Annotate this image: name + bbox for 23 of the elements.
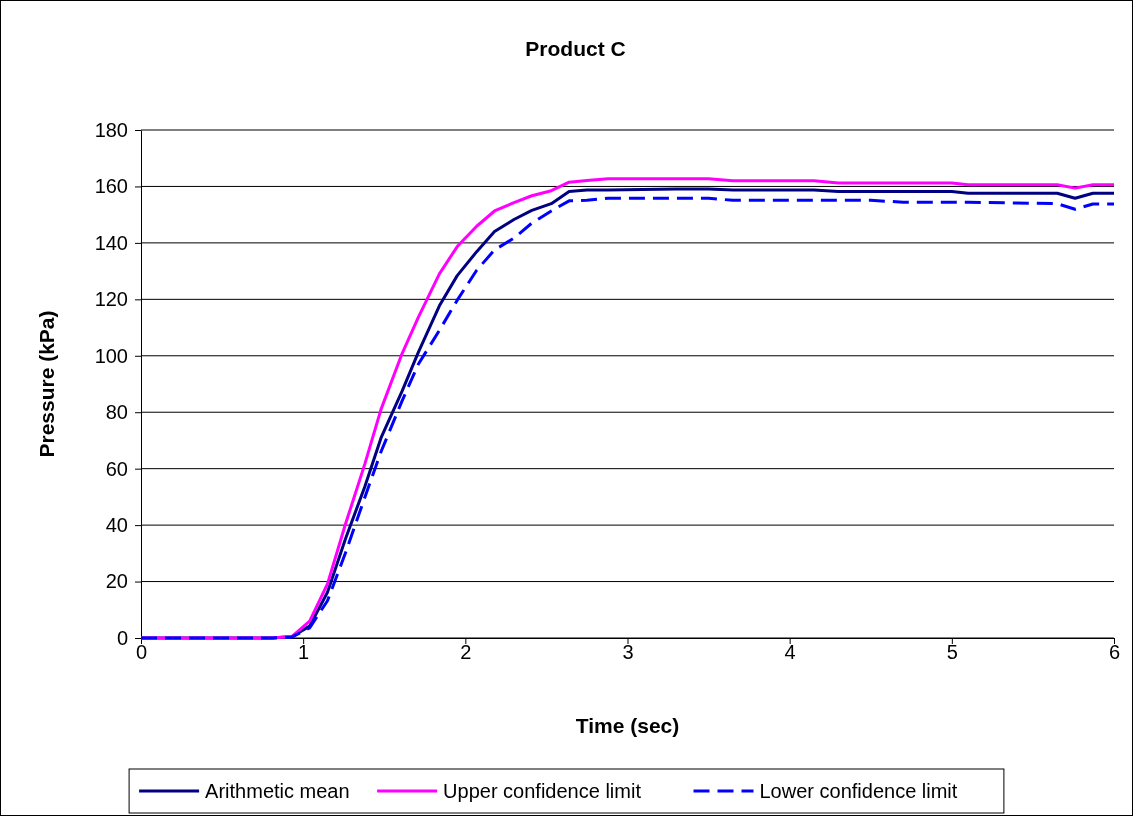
x-axis-title: Time (sec) [575,714,680,737]
y-tick-label: 40 [105,514,128,537]
y-tick-label: 180 [94,118,128,141]
y-tick-label: 160 [94,175,128,198]
chart-title: Product C [525,37,626,60]
x-tick-label: 3 [622,641,634,663]
x-tick-label: 0 [135,641,148,663]
legend-label: Upper confidence limit [443,780,642,802]
y-tick-label: 120 [94,288,128,311]
y-tick-label: 60 [105,457,128,480]
y-tick-label: 100 [94,344,128,367]
y-axis-title: Pressure (kPa) [35,310,58,458]
legend-label: Lower confidence limit [759,780,958,802]
y-tick-label: 140 [94,231,128,254]
y-tick-label: 0 [116,626,128,649]
x-tick-label: 6 [1108,641,1121,663]
x-tick-label: 2 [460,641,472,663]
y-tick-label: 20 [105,570,128,593]
y-tick-label: 80 [105,401,128,424]
x-tick-label: 1 [298,641,310,663]
x-tick-label: 5 [946,641,958,663]
x-tick-label: 4 [784,641,796,663]
legend-label: Arithmetic mean [205,780,350,802]
